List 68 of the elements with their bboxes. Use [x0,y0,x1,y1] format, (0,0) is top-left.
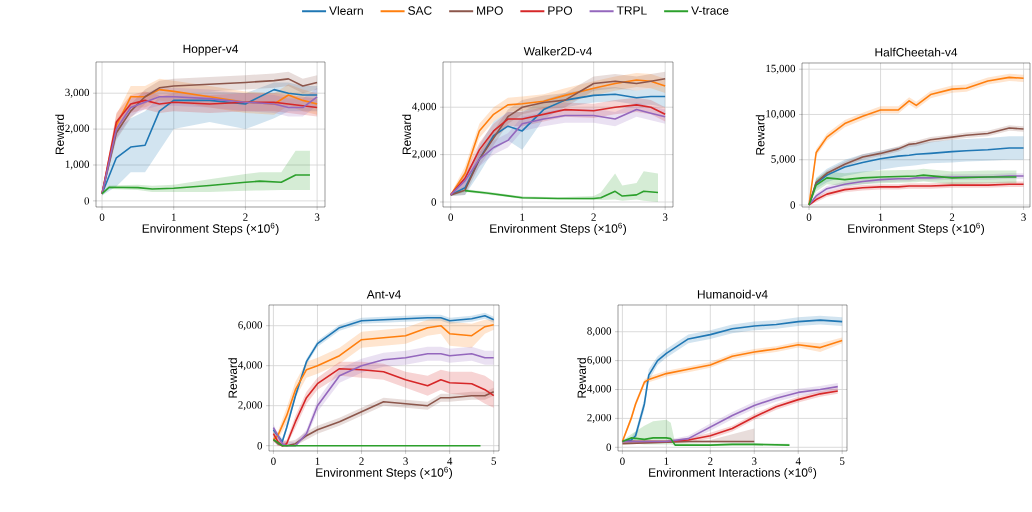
y-tick-label: 4,000 [412,102,437,112]
x-tick-label: 5 [491,457,497,465]
x-tick-label: 4 [795,457,801,465]
y-tick-label: 0 [431,198,437,206]
legend-label: Vlearn [329,6,363,15]
x-tick-label: 0 [99,213,105,221]
x-axis-title: Environment Steps (×10$^{6}$) [490,222,627,236]
x-tick-label: 2 [591,213,596,221]
x-tick-label: 3 [752,457,757,465]
x-axis-title: Environment Interactions (×10$^{6}$) [649,466,817,480]
x-tick-label: 2 [949,213,955,221]
line-series [621,437,791,446]
y-tick-label: 2,000 [238,401,263,411]
y-tick-label: 10,000 [766,110,796,119]
y-tick-label: 6,000 [238,321,263,331]
y-tick-label: 8,000 [587,327,612,337]
legend-label: V-trace [691,6,729,15]
chart-title: Hopper-v4 [183,44,239,56]
x-tick-label: 3 [1021,213,1026,221]
line-series [101,174,311,195]
x-tick-label: 1 [878,213,883,221]
y-axis-title: Reward [577,358,586,398]
x-tick-label: 2 [243,213,248,221]
x-tick-label: 4 [447,457,453,465]
y-tick-label: 3,000 [65,88,90,98]
x-axis-title: Environment Steps (×10$^{6}$) [142,222,279,236]
x-tick-label: 1 [171,213,176,221]
y-axis-title: Reward [55,114,64,155]
chart-title: Humanoid-v4 [697,289,768,299]
chart-title: Ant-v4 [366,290,401,299]
y-tick-label: 2,000 [587,413,612,423]
legend-label: TRPL [616,6,647,15]
x-tick-label: 3 [662,213,668,221]
y-tick-label: 0 [790,201,796,209]
x-tick-label: 3 [403,457,408,465]
y-tick-label: 2,000 [412,150,437,160]
chart-title: HalfCheetah-v4 [875,47,958,57]
y-axis-title: Reward [228,358,237,398]
x-tick-label: 5 [840,457,845,465]
y-tick-label: 0 [84,197,90,205]
x-tick-label: 1 [664,457,669,465]
y-tick-label: 0 [257,441,263,450]
x-axis-title: Environment Steps (×10$^{6}$) [316,466,453,480]
y-tick-label: 6,000 [587,356,612,366]
legend-label: PPO [548,6,573,15]
y-axis-title: Reward [402,114,411,155]
y-tick-label: 5,000 [771,155,796,165]
line-series [464,189,659,200]
x-tick-label: 0 [806,213,812,221]
y-tick-label: 4,000 [238,361,263,371]
legend-label: SAC [408,6,432,15]
y-tick-label: 0 [606,443,612,451]
x-tick-label: 1 [520,213,525,221]
x-tick-label: 1 [315,457,320,465]
x-tick-label: 0 [271,457,276,465]
chart-title: Walker2D-v4 [523,46,592,56]
x-tick-label: 0 [448,213,454,221]
y-tick-label: 15,000 [766,64,796,74]
y-tick-label: 1,000 [65,160,90,170]
y-tick-label: 2,000 [65,124,90,134]
x-tick-label: 2 [359,457,364,465]
x-tick-label: 0 [620,457,625,465]
y-axis-title: Reward [755,115,765,155]
x-tick-label: 3 [314,213,320,221]
x-tick-label: 2 [708,457,713,465]
y-tick-label: 4,000 [587,385,612,394]
x-axis-title: Environment Steps (×10$^{6}$) [848,222,985,236]
legend-label: MPO [477,6,503,15]
